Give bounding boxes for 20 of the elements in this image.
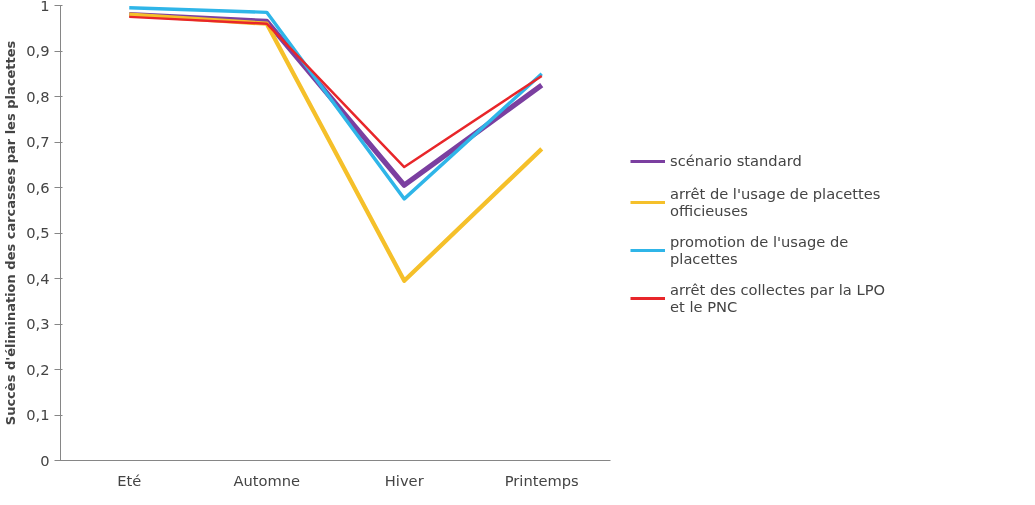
y-tick-label: 0,3	[26, 315, 50, 332]
legend-label: scénario standard	[670, 152, 802, 169]
y-tick-label: 0,1	[26, 406, 50, 423]
y-tick-label: 0,4	[26, 269, 50, 287]
y-tick-label: 0,7	[26, 133, 50, 150]
y-tick-label: 1	[40, 0, 50, 14]
legend-label: promotion de l'usage de placettes	[670, 232, 849, 267]
legend-label: arrêt de l'usage de placettes officieuses	[670, 184, 881, 219]
legend-label: arrêt des collectes par la LPO et le PNC	[670, 280, 886, 315]
y-tick-label: 0	[40, 451, 50, 469]
x-tick-label: Eté	[117, 471, 142, 489]
x-tick-label: Hiver	[384, 471, 425, 489]
x-tick-label: Automne	[233, 471, 301, 489]
y-tick-label: 0,6	[26, 178, 50, 196]
y-tick-label: 0,5	[26, 224, 50, 241]
y-axis-title: Succès d'élimination des carcasses par les placettes	[3, 40, 19, 426]
y-tick-label: 0,2	[26, 360, 50, 378]
x-tick-label: Printemps	[504, 471, 579, 489]
y-tick-label: 0,9	[26, 42, 50, 59]
y-tick-label: 0,8	[26, 87, 50, 105]
